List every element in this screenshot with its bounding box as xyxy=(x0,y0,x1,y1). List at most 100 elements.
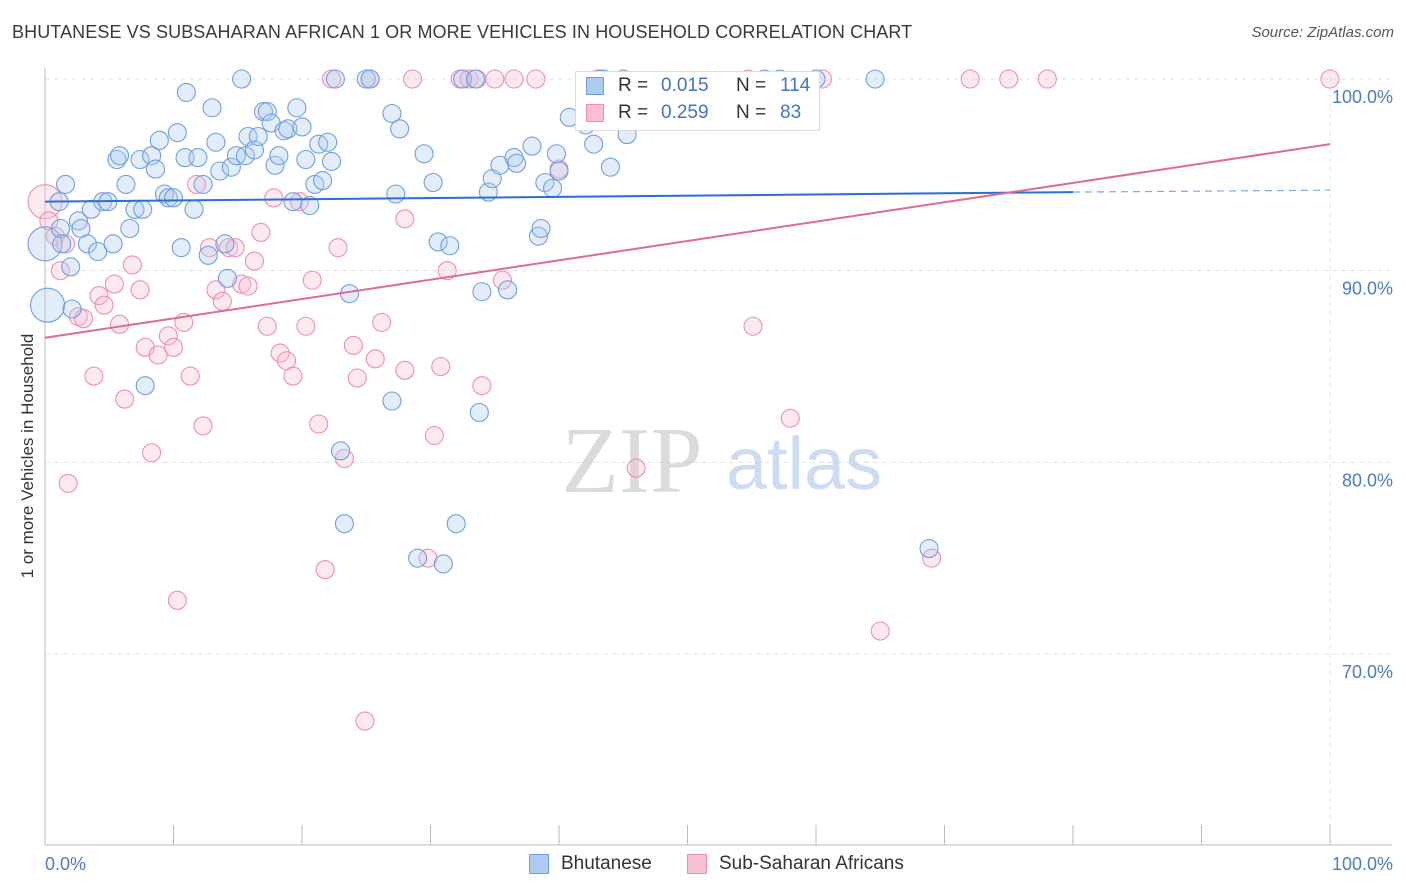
sub-saharan-point xyxy=(960,69,980,89)
sub-saharan-point xyxy=(328,238,348,258)
bhutanese-point xyxy=(120,218,140,239)
source-label: Source: ZipAtlas.com xyxy=(1251,24,1394,41)
sub-saharan-point xyxy=(402,69,423,89)
bhutanese-point xyxy=(149,130,169,150)
bhutanese-point xyxy=(531,218,551,239)
bhutanese-point xyxy=(77,234,97,254)
sub-saharan-point xyxy=(270,343,290,363)
r-value: 0.259 xyxy=(661,102,709,123)
sub-saharan-point xyxy=(283,366,303,386)
stats-swatch-blue xyxy=(586,77,604,95)
tick-labels: 100.0% 90.0% 80.0% 70.0% 0.0% 100.0% xyxy=(45,87,1393,874)
bhutanese-point xyxy=(68,211,88,231)
sub-saharan-point xyxy=(485,69,505,89)
sub-saharan-point xyxy=(395,209,415,229)
sub-saharan-point xyxy=(431,356,451,377)
bhutanese-point xyxy=(188,148,208,168)
sub-saharan-point xyxy=(122,255,142,275)
bhutanese-point xyxy=(300,195,320,216)
sub-saharan-point xyxy=(347,368,367,388)
x-tick-label: 100.0% xyxy=(1332,854,1393,874)
bhutanese-point xyxy=(184,199,204,219)
sub-saharan-point xyxy=(180,366,200,386)
bhutanese-point xyxy=(386,184,406,204)
sub-saharan-point xyxy=(199,238,220,258)
bhutanese-point xyxy=(428,232,448,252)
n-label: N = xyxy=(736,102,767,123)
sub-saharan-point xyxy=(232,274,252,294)
sub-saharan-point xyxy=(343,335,363,355)
y-tick-label: 70.0% xyxy=(1342,662,1393,682)
bhutanese-point xyxy=(584,134,604,154)
bhutanese-point xyxy=(52,234,72,254)
bhutanese-point xyxy=(210,161,230,181)
watermark-atlas: atlas xyxy=(726,422,882,505)
bhutanese-point xyxy=(283,192,303,212)
bhutanese-point xyxy=(167,123,187,143)
sub-saharan-point xyxy=(58,473,78,493)
bhutanese-point xyxy=(408,548,428,568)
bhutanese-point xyxy=(61,257,81,277)
r-label: R = xyxy=(618,75,649,96)
sub-saharan-point xyxy=(264,188,284,208)
y-tick-label: 90.0% xyxy=(1342,279,1393,299)
sub-saharan-point xyxy=(89,286,109,306)
sub-saharan-point xyxy=(251,222,271,242)
sub-saharan-point xyxy=(472,376,492,396)
bhutanese-point xyxy=(318,132,338,152)
n-value: 83 xyxy=(780,102,802,123)
bhutanese-point xyxy=(498,280,518,300)
sub-saharan-point xyxy=(355,711,375,731)
bhutanese-trend-line xyxy=(44,191,1074,203)
bhutanese-point xyxy=(88,241,108,262)
sub-saharan-point xyxy=(130,280,150,300)
sub-saharan-point xyxy=(163,337,184,357)
bhutanese-point xyxy=(158,188,178,208)
bhutanese-point xyxy=(522,136,542,156)
sub-saharan-point xyxy=(296,316,316,336)
bhutanese-point xyxy=(257,102,277,122)
bhutanese-point xyxy=(543,178,563,198)
bhutanese-point xyxy=(62,299,82,319)
legend-label-sub-saharan: Sub-Saharan Africans xyxy=(719,853,904,874)
sub-saharan-point xyxy=(257,316,277,336)
bhutanese-point xyxy=(176,82,196,102)
sub-saharan-point xyxy=(84,366,104,386)
x-tick-label: 0.0% xyxy=(45,854,86,874)
bhutanese-point xyxy=(130,149,150,170)
sub-saharan-point xyxy=(1037,69,1057,89)
bhutanese-point xyxy=(440,236,460,256)
y-tick-label: 100.0% xyxy=(1332,87,1393,107)
stats-legend: R = 0.015 N = 114 R = 0.259 N = 83 xyxy=(575,71,820,131)
bhutanese-point xyxy=(248,126,268,147)
bhutanese-point xyxy=(202,98,222,118)
bhutanese-point xyxy=(919,539,939,559)
n-label: N = xyxy=(736,75,767,96)
sub-saharan-point xyxy=(187,174,207,194)
sub-saharan-point xyxy=(212,291,232,311)
bhutanese-point xyxy=(217,268,238,288)
legend-swatch-blue xyxy=(529,854,549,874)
sub-saharan-point xyxy=(626,458,646,478)
sub-saharan-point xyxy=(158,326,178,346)
sub-saharan-point xyxy=(115,389,135,409)
bhutanese-point xyxy=(287,98,307,118)
trend-lines xyxy=(44,143,1331,339)
r-value: 0.015 xyxy=(661,75,709,96)
bhutanese-point xyxy=(171,238,191,258)
sub-saharan-point xyxy=(148,345,168,365)
bhutanese-point xyxy=(382,103,402,124)
sub-saharan-point xyxy=(302,270,322,290)
bhutanese-point xyxy=(528,226,548,246)
bhutanese-point xyxy=(215,234,235,254)
bhutanese-point xyxy=(145,159,166,179)
sub-saharan-point xyxy=(206,280,226,300)
bhutanese-point xyxy=(198,245,218,265)
sub-saharan-point xyxy=(504,69,524,89)
bhutanese-point xyxy=(535,172,555,193)
bhutanese-point xyxy=(50,218,70,239)
bhutanese-point xyxy=(469,402,489,423)
bhutanese-point xyxy=(423,172,443,193)
bhutanese-point xyxy=(433,554,453,574)
